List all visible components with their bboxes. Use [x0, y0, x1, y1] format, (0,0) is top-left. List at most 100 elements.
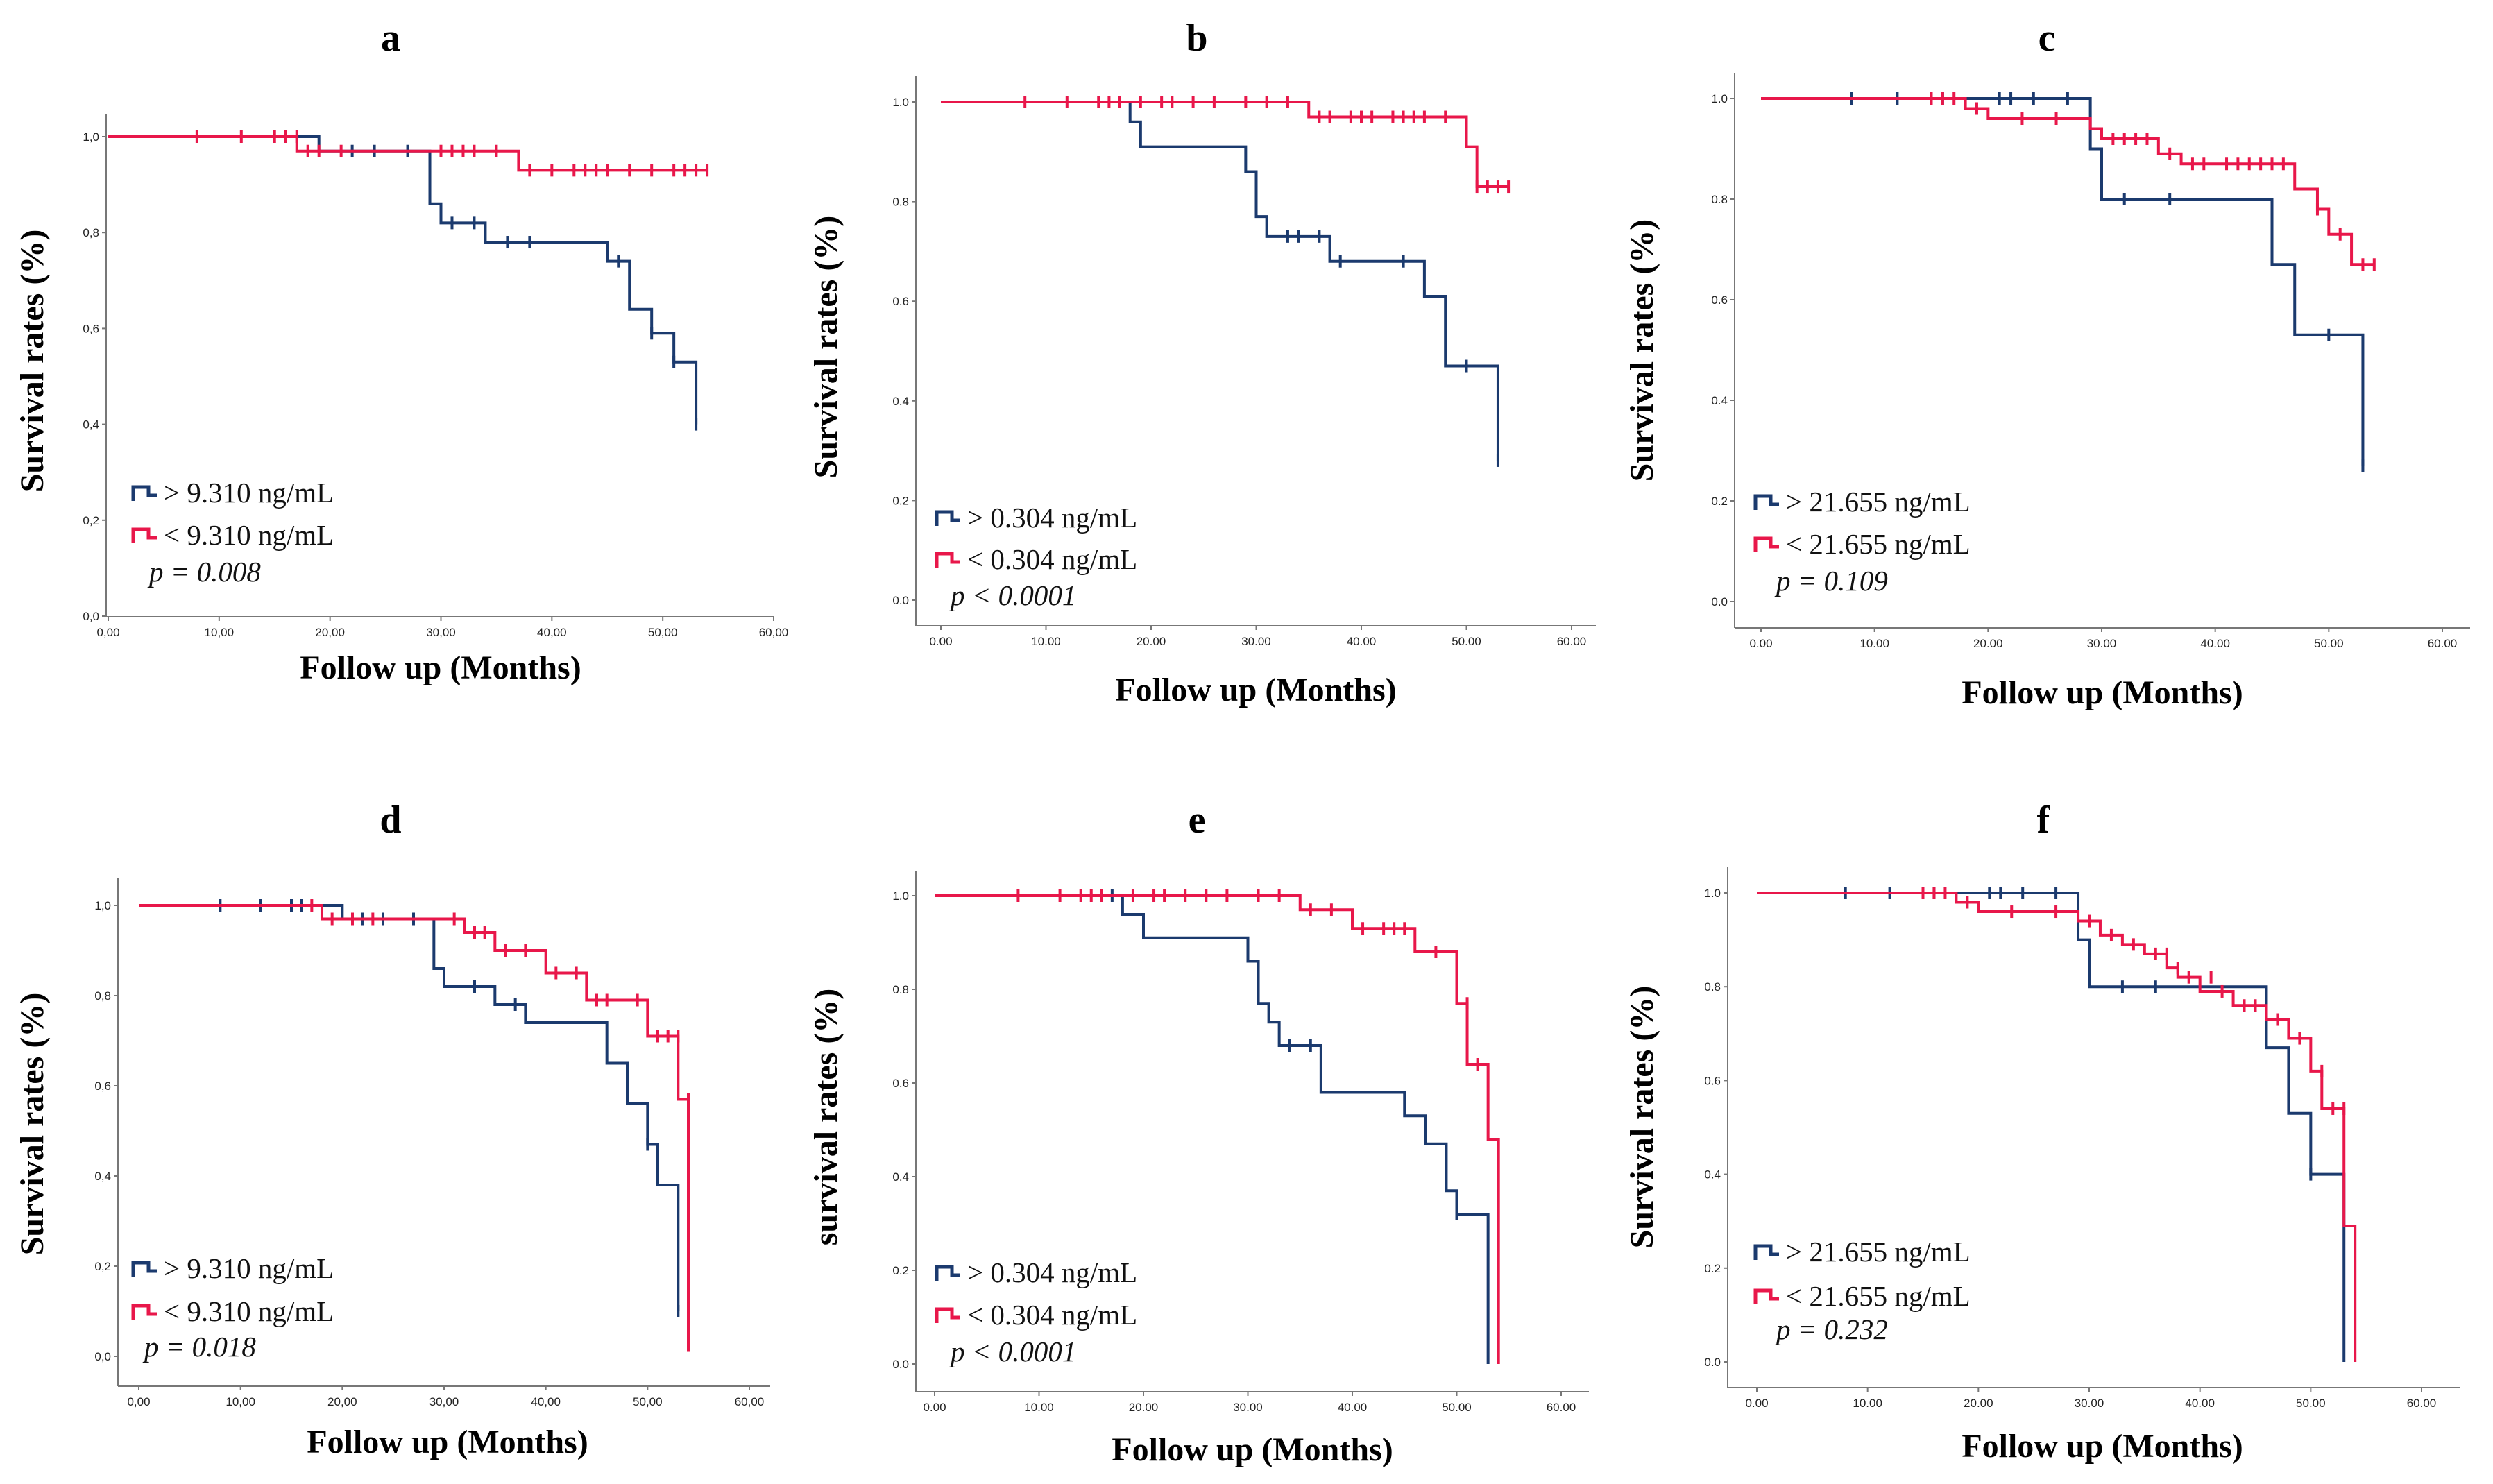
series-high [108, 135, 698, 431]
legend-swatch [935, 552, 960, 568]
x-tick-label: 30,00 [429, 1395, 459, 1408]
legend-swatch [1753, 536, 1779, 552]
legend-swatch [935, 1307, 960, 1323]
legend-label: < 0.304 ng/mL [967, 1299, 1137, 1331]
x-tick-label: 30.00 [2075, 1397, 2104, 1410]
panel-letter: e [1189, 799, 1206, 842]
y-tick-label: 0.6 [1704, 1074, 1721, 1087]
y-axis-title: Survival rates (%) [14, 230, 51, 493]
y-tick-label: 0.6 [1711, 293, 1728, 307]
x-axis-title: Follow up (Months) [307, 1424, 588, 1460]
x-tick-label: 0.00 [1749, 637, 1772, 650]
y-tick-label: 0,0 [83, 610, 99, 623]
series-low [139, 899, 690, 1352]
survival-curve-line [1757, 892, 2357, 1362]
legend-swatch [1753, 1244, 1779, 1260]
x-tick-label: 10.00 [1031, 635, 1061, 648]
survival-curve-line [139, 904, 680, 1311]
x-tick-label: 10,00 [226, 1395, 255, 1408]
survival-curve-line [1761, 97, 2374, 266]
survival-curve-line [1761, 97, 2365, 466]
chart-panel-f: f 0.0 0.2 0.4 0.6 0.8 1.0 0.00 10.00 20.00 30.00 40… [1624, 799, 2460, 1465]
y-axis-title: Survival rates (%) [808, 216, 844, 479]
p-value: p < 0.0001 [948, 579, 1076, 611]
legend-label: < 9.310 ng/mL [164, 1295, 334, 1327]
legend-swatch [935, 510, 960, 526]
x-tick-label: 60,00 [735, 1395, 765, 1408]
x-tick-label: 20,00 [315, 626, 345, 639]
panel-letter: c [2039, 17, 2056, 60]
legend-swatch [1753, 494, 1779, 510]
y-tick-label: 0,4 [94, 1170, 111, 1183]
p-value: p < 0.0001 [948, 1336, 1076, 1367]
y-tick-label: 0,0 [94, 1350, 111, 1363]
x-tick-label: 0.00 [1745, 1397, 1768, 1410]
p-value: p = 0.232 [1774, 1313, 1888, 1345]
x-tick-label: 20.00 [1973, 637, 2003, 650]
x-tick-label: 40,00 [537, 626, 567, 639]
legend-label: > 0.304 ng/mL [967, 1256, 1137, 1288]
x-tick-label: 30.00 [1233, 1401, 1263, 1414]
y-axis-title: survival rates (%) [808, 989, 844, 1246]
series-low [108, 130, 709, 177]
legend-label: < 21.655 ng/mL [1786, 528, 1971, 560]
y-tick-label: 1,0 [83, 130, 99, 144]
x-tick-label: 10,00 [205, 626, 235, 639]
x-tick-label: 30.00 [2087, 637, 2117, 650]
x-tick-label: 0,00 [127, 1395, 150, 1408]
x-tick-label: 60.00 [1557, 635, 1587, 648]
p-value: p = 0.109 [1774, 565, 1888, 597]
p-value: p = 0.008 [147, 556, 261, 588]
legend-label: > 9.310 ng/mL [164, 477, 334, 509]
x-tick-label: 40.00 [2200, 637, 2230, 650]
y-tick-label: 0.8 [1711, 193, 1728, 206]
y-tick-label: 0,6 [94, 1080, 111, 1093]
x-tick-label: 20.00 [1137, 635, 1166, 648]
y-tick-label: 0,6 [83, 322, 99, 335]
x-tick-label: 50,00 [648, 626, 678, 639]
y-axis-title: Survival rates (%) [1624, 986, 1660, 1249]
y-tick-label: 0.4 [892, 395, 909, 408]
p-value: p = 0.018 [142, 1331, 256, 1363]
legend-swatch [131, 485, 157, 501]
x-axis-title: Follow up (Months) [300, 649, 581, 686]
y-axis-title: Survival rates (%) [14, 993, 51, 1256]
legend-label: > 21.655 ng/mL [1786, 486, 1971, 518]
x-tick-label: 60,00 [759, 626, 789, 639]
survival-curve-line [941, 101, 1499, 461]
x-tick-label: 50.00 [1442, 1401, 1472, 1414]
chart-panel-a: a 0,0 0,2 0,4 0,6 0,8 1,0 0,00 10,00 20,00 30,00 40… [14, 17, 788, 686]
x-tick-label: 50.00 [2314, 637, 2344, 650]
y-tick-label: 0.0 [1704, 1356, 1721, 1369]
chart-panel-b: b 0.0 0.2 0.4 0.6 0.8 1.0 0.00 10.00 20.00 30.00 40… [808, 17, 1596, 708]
series-high [941, 96, 1499, 467]
y-tick-label: 0.0 [1711, 595, 1728, 608]
survival-curve-line [935, 894, 1500, 1364]
series-high [139, 899, 680, 1317]
y-tick-label: 0,2 [94, 1260, 111, 1273]
y-tick-label: 0,8 [83, 226, 99, 239]
legend-swatch [131, 1304, 157, 1320]
x-tick-label: 0.00 [929, 635, 952, 648]
panel-letter: b [1186, 17, 1207, 60]
y-tick-label: 0.4 [1704, 1168, 1721, 1182]
x-axis-title: Follow up (Months) [1112, 1431, 1393, 1468]
y-tick-label: 1.0 [1711, 92, 1728, 105]
legend-label: > 0.304 ng/mL [967, 502, 1137, 534]
y-tick-label: 0,2 [83, 514, 99, 527]
y-tick-label: 1.0 [892, 889, 909, 903]
legend-label: < 0.304 ng/mL [967, 543, 1137, 575]
panel-letter: f [2037, 799, 2051, 842]
series-low [935, 889, 1500, 1364]
y-tick-label: 0,4 [83, 418, 99, 432]
x-tick-label: 10.00 [1024, 1401, 1054, 1414]
legend-swatch [935, 1265, 960, 1281]
x-tick-label: 60.00 [1547, 1401, 1576, 1414]
survival-curve-line [108, 135, 708, 172]
x-tick-label: 60.00 [2407, 1397, 2437, 1410]
x-tick-label: 40,00 [531, 1395, 561, 1408]
series-low [1761, 92, 2376, 271]
y-tick-label: 0.6 [892, 1077, 909, 1090]
survival-curve-line [108, 135, 698, 425]
